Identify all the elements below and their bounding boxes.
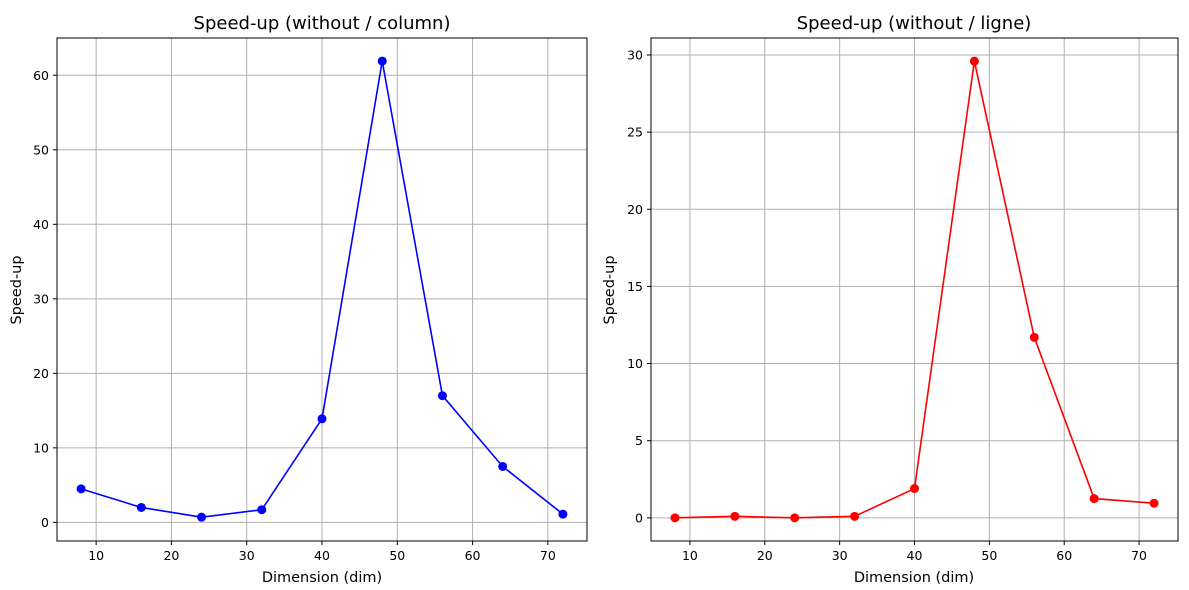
chart-left-ytick-label: 20 xyxy=(33,366,49,381)
chart-left-xtick-label: 60 xyxy=(465,548,481,563)
chart-right-xtick-label: 30 xyxy=(832,548,848,563)
chart-right-axes-frame xyxy=(650,37,1179,542)
chart-left-data-point xyxy=(498,461,508,471)
chart-right-ytick-label: 20 xyxy=(627,202,643,217)
chart-left: Speed-up (without / column) Dimension (d… xyxy=(9,13,588,586)
chart-right-data-point xyxy=(1089,494,1099,504)
chart-left-data-point xyxy=(558,509,568,519)
chart-right-data-point xyxy=(1029,332,1039,342)
chart-left-data-point xyxy=(317,414,327,424)
chart-right-data-point xyxy=(850,511,860,521)
chart-right-title: Speed-up (without / ligne) xyxy=(797,13,1032,34)
chart-right-data-point xyxy=(670,513,680,523)
chart-right-data-point xyxy=(730,511,740,521)
chart-left-xtick-label: 10 xyxy=(88,548,104,563)
chart-left-data-point xyxy=(136,502,146,512)
chart-left-ytick-label: 10 xyxy=(33,440,49,455)
chart-left-xtick-label: 70 xyxy=(540,548,556,563)
chart-left-data-point xyxy=(76,484,86,494)
chart-right-ytick-label: 10 xyxy=(627,356,643,371)
chart-right-ytick-label: 30 xyxy=(627,47,643,62)
chart-right-xtick-label: 40 xyxy=(907,548,923,563)
chart-left-data-point xyxy=(257,505,267,515)
chart-left-ytick-label: 60 xyxy=(33,68,49,83)
chart-right-ylabel: Speed-up xyxy=(602,255,618,324)
chart-right: Speed-up (without / ligne) Dimension (di… xyxy=(602,13,1179,586)
chart-left-xtick-label: 20 xyxy=(163,548,179,563)
chart-right-ytick-label: 15 xyxy=(627,279,643,294)
chart-right-xtick-label: 50 xyxy=(981,548,997,563)
chart-left-data-point xyxy=(377,56,387,66)
chart-left-xtick-label: 30 xyxy=(239,548,255,563)
chart-left-ytick-label: 30 xyxy=(33,291,49,306)
chart-left-ytick-label: 40 xyxy=(33,217,49,232)
chart-right-ytick-label: 5 xyxy=(635,433,643,448)
chart-left-xlabel: Dimension (dim) xyxy=(262,570,382,586)
chart-left-title: Speed-up (without / column) xyxy=(194,13,451,34)
chart-right-xtick-label: 70 xyxy=(1131,548,1147,563)
chart-right-data-point xyxy=(969,56,979,66)
chart-left-data-point xyxy=(197,512,207,522)
chart-left-ytick-label: 50 xyxy=(33,142,49,157)
chart-left-axes-frame xyxy=(56,37,588,542)
chart-right-ytick-label: 0 xyxy=(635,510,643,525)
chart-left-data-point xyxy=(437,391,447,401)
chart-right-data-point xyxy=(910,484,919,494)
chart-right-data-point xyxy=(790,513,800,523)
chart-right-xlabel: Dimension (dim) xyxy=(854,570,974,586)
chart-left-ytick-label: 0 xyxy=(41,515,49,530)
chart-right-ytick-label: 25 xyxy=(627,125,643,140)
chart-left-xtick-label: 50 xyxy=(389,548,405,563)
chart-left-xtick-label: 40 xyxy=(314,548,330,563)
chart-left-ylabel: Speed-up xyxy=(9,255,25,324)
chart-right-xtick-label: 10 xyxy=(682,548,698,563)
chart-right-xtick-label: 60 xyxy=(1056,548,1072,563)
chart-right-xtick-label: 20 xyxy=(757,548,773,563)
chart-right-data-point xyxy=(1149,498,1159,508)
